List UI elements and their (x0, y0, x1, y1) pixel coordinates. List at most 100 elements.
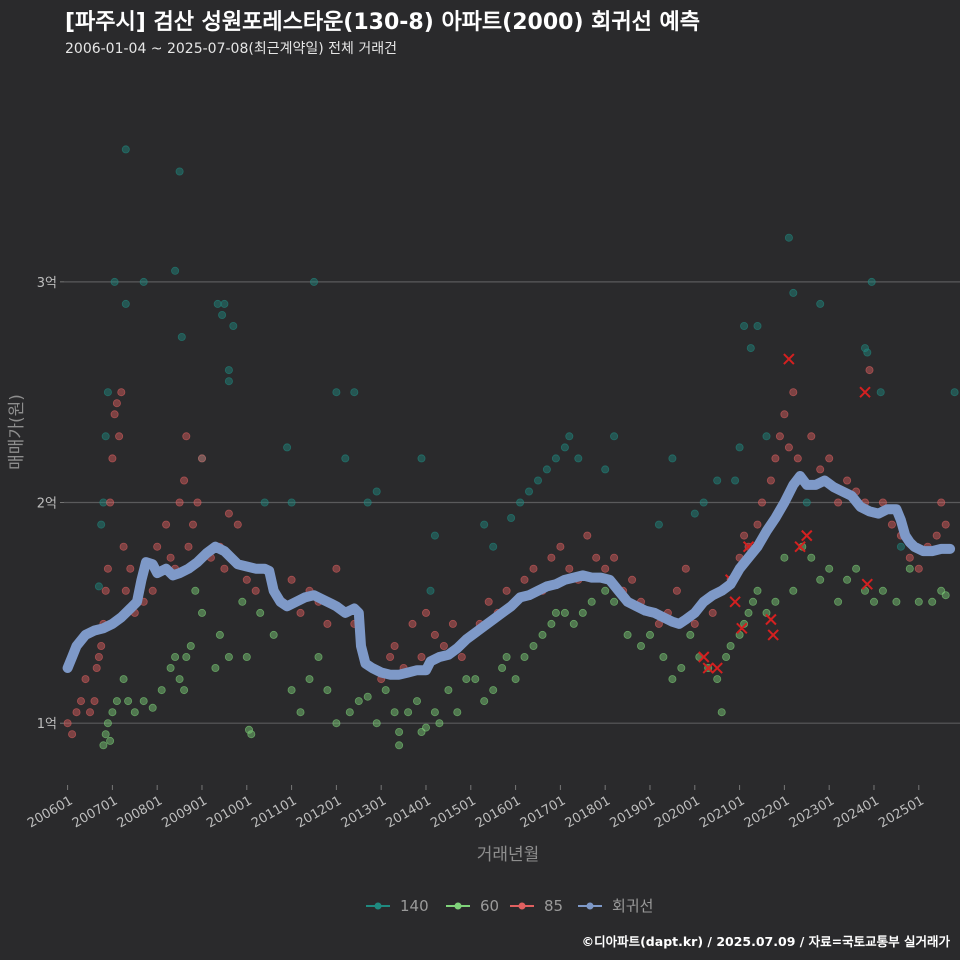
data-point-60 (166, 664, 175, 673)
data-point-85 (242, 575, 251, 584)
x-tick-label: 201701 (518, 793, 568, 831)
data-point-60 (211, 664, 220, 673)
data-point-60 (139, 697, 148, 706)
data-point-85 (166, 553, 175, 562)
points-layer (63, 145, 959, 750)
cancelled-deal-mark (702, 662, 714, 674)
data-point-140 (896, 542, 905, 551)
data-point-85 (672, 586, 681, 595)
data-point-85 (97, 642, 106, 651)
data-point-140 (175, 167, 184, 176)
data-point-85 (86, 708, 95, 717)
data-point-60 (103, 719, 112, 728)
data-point-140 (565, 432, 574, 441)
data-point-85 (547, 553, 556, 562)
data-point-85 (323, 619, 332, 628)
data-point-140 (551, 454, 560, 463)
data-point-140 (363, 498, 372, 507)
x-tick-label: 202101 (697, 793, 747, 831)
regression-line-layer (62, 471, 956, 680)
data-point-85 (112, 399, 121, 408)
data-point-140 (816, 299, 825, 308)
data-point-85 (753, 520, 762, 529)
data-point-140 (867, 277, 876, 286)
data-point-85 (529, 564, 538, 573)
data-point-60 (395, 741, 404, 750)
x-tick-label: 201501 (428, 793, 478, 831)
data-point-60 (538, 630, 547, 639)
data-point-85 (610, 553, 619, 562)
x-tick-label: 201601 (473, 793, 523, 831)
data-point-85 (825, 454, 834, 463)
data-point-85 (197, 454, 206, 463)
data-point-60 (587, 597, 596, 606)
data-point-85 (932, 531, 941, 540)
data-point-60 (99, 741, 108, 750)
data-point-60 (101, 730, 110, 739)
data-point-140 (525, 487, 534, 496)
data-point-140 (861, 344, 870, 353)
legend-label: 60 (480, 897, 499, 915)
data-point-140 (802, 498, 811, 507)
data-point-60 (722, 653, 731, 662)
data-point-85 (583, 531, 592, 540)
data-point-60 (130, 708, 139, 717)
data-point-60 (171, 653, 180, 662)
data-point-60 (717, 708, 726, 717)
data-point-140 (731, 476, 740, 485)
y-tick-label: 2억 (37, 497, 57, 512)
data-point-60 (520, 653, 529, 662)
data-point-85 (251, 586, 260, 595)
data-point-60 (843, 575, 852, 584)
chart-title: [파주시] 검산 성원포레스타운(130-8) 아파트(2000) 회귀선 예측 (65, 10, 701, 35)
data-point-85 (77, 697, 86, 706)
data-point-85 (766, 476, 775, 485)
data-point-60 (578, 608, 587, 617)
x-tick-label: 200701 (70, 793, 120, 831)
data-point-140 (740, 321, 749, 330)
data-point-60 (713, 675, 722, 684)
cancelled-deal-mark (859, 386, 871, 398)
data-point-60 (941, 591, 950, 600)
data-point-140 (426, 586, 435, 595)
data-point-60 (677, 664, 686, 673)
data-point-140 (690, 509, 699, 518)
data-point-60 (646, 630, 655, 639)
cancelled-deal-mark (765, 613, 777, 626)
data-point-140 (654, 520, 663, 529)
data-point-60 (686, 630, 695, 639)
data-point-140 (430, 531, 439, 540)
data-point-140 (507, 514, 516, 523)
data-point-85 (126, 564, 135, 573)
x-tick-label: 201001 (204, 793, 254, 831)
data-point-140 (283, 443, 292, 452)
x-tick-label: 201101 (249, 793, 299, 831)
x-tick-label: 202001 (652, 793, 702, 831)
x-tick-label: 200601 (25, 793, 75, 831)
data-point-85 (153, 542, 162, 551)
data-point-140 (789, 288, 798, 297)
data-point-85 (233, 520, 242, 529)
data-point-85 (520, 575, 529, 584)
data-point-85 (448, 619, 457, 628)
chart-subtitle: 2006-01-04 ~ 2025-07-08(최근계약일) 전체 거래건 (65, 41, 397, 57)
data-point-85 (417, 653, 426, 662)
data-point-140 (746, 344, 755, 353)
data-point-140 (489, 542, 498, 551)
data-point-60 (489, 686, 498, 695)
data-point-60 (244, 725, 253, 734)
data-point-85 (439, 642, 448, 651)
cancelled-deals-layer (698, 353, 873, 674)
x-tick-label: 201301 (339, 793, 389, 831)
data-point-60 (354, 697, 363, 706)
data-point-140 (372, 487, 381, 496)
data-point-60 (363, 692, 372, 701)
data-point-60 (124, 697, 133, 706)
data-point-85 (937, 498, 946, 507)
data-point-60 (180, 686, 189, 695)
data-point-60 (928, 597, 937, 606)
data-point-60 (905, 564, 914, 573)
data-point-140 (560, 443, 569, 452)
data-point-85 (224, 509, 233, 518)
data-point-140 (574, 454, 583, 463)
